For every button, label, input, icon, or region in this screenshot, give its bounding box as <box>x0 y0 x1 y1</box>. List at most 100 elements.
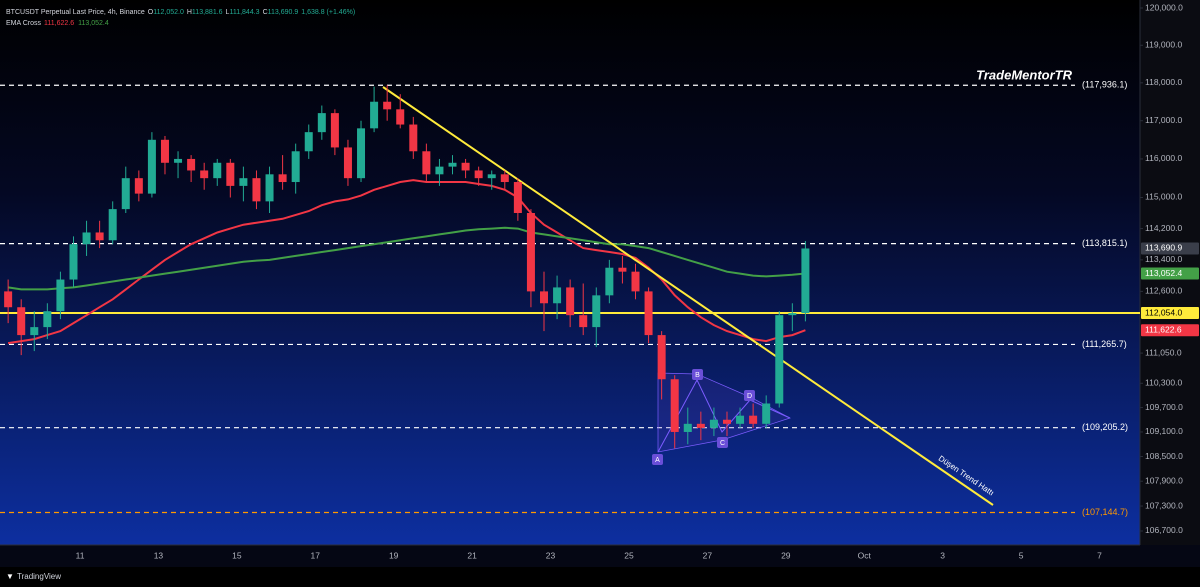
y-tick-label: 117,000.0 <box>1145 115 1182 125</box>
candle-body <box>291 151 300 183</box>
legend-value: 113,690.9 <box>268 9 299 16</box>
candle-body <box>788 313 797 316</box>
y-tick-label: 111,050.0 <box>1145 347 1182 357</box>
footer <box>0 567 1200 587</box>
y-tick-label: 108,500.0 <box>1145 451 1183 461</box>
x-tick-label: 13 <box>154 550 164 560</box>
candle-body <box>657 335 666 380</box>
level-label: (109,205.2) <box>1082 422 1128 432</box>
candle-body <box>160 139 169 163</box>
y-tick-label: 107,900.0 <box>1145 475 1183 485</box>
legend-value: 112,052.0 <box>153 9 184 16</box>
y-tick-label: 115,000.0 <box>1145 192 1182 202</box>
candle-body <box>252 178 261 202</box>
x-tick-label: 3 <box>940 550 945 560</box>
candle-body <box>592 295 601 328</box>
y-tick-label: 107,300.0 <box>1145 500 1183 510</box>
candles <box>4 85 810 449</box>
y-tick-label: 109,100.0 <box>1145 426 1183 436</box>
candle-body <box>696 423 705 428</box>
candle-body <box>213 162 222 179</box>
candle-body <box>108 209 117 241</box>
price-tag <box>1141 267 1199 280</box>
price-tag-label: 111,622.6 <box>1145 324 1182 334</box>
pattern-point: B <box>695 372 700 379</box>
candle-body <box>265 174 274 202</box>
candle-body <box>317 113 326 133</box>
x-tick-label: 27 <box>703 550 713 560</box>
candle-body <box>82 232 91 245</box>
x-tick-label: 23 <box>546 550 556 560</box>
candle-body <box>461 162 470 171</box>
price-tag-label: 113,690.9 <box>1145 243 1182 253</box>
x-tick-label: 29 <box>781 550 791 560</box>
level-label: (107,144.7) <box>1082 507 1128 517</box>
candle-body <box>357 128 366 179</box>
pattern-point-box <box>652 454 663 465</box>
y-tick-label: 120,000.0 <box>1145 2 1183 12</box>
candle-body <box>736 415 745 424</box>
candle-body <box>409 124 418 152</box>
candle-body <box>631 271 640 292</box>
x-tick-label: 21 <box>467 550 477 560</box>
candle-body <box>709 419 718 428</box>
level-label: (111,265.7) <box>1082 339 1127 349</box>
brand: TradingView <box>17 572 61 581</box>
legend-value: 113,881.6 <box>192 9 223 16</box>
candle-body <box>370 101 379 129</box>
candle-body <box>4 291 13 308</box>
axes: 120,000.0 119,000.0 118,000.0 117,000.0 116,… <box>76 2 1199 560</box>
legend-label: O <box>148 9 154 16</box>
candle-body <box>56 279 65 312</box>
candle-body <box>200 170 209 179</box>
candle-body <box>566 287 575 316</box>
legend-label: L <box>226 9 230 16</box>
candle-body <box>396 109 405 125</box>
candle-body <box>174 158 183 163</box>
candle-body <box>448 162 457 167</box>
candle-body <box>540 291 549 304</box>
legend-text: BTCUSDT Perpetual Last Price, 4h, Binanc… <box>6 9 145 16</box>
candle-body <box>801 248 810 314</box>
candle-body <box>30 327 39 336</box>
candle-body <box>762 403 771 424</box>
candle-body <box>605 267 614 296</box>
candle-body <box>644 291 653 336</box>
candle-body <box>343 147 352 179</box>
candle-body <box>749 415 758 424</box>
legend-value: 111,622.6 <box>44 20 74 27</box>
ema-lines <box>7 179 806 345</box>
price-tag-label: 112,054.0 <box>1145 307 1182 317</box>
candle-body <box>304 132 313 152</box>
price-tag-label: 113,052.4 <box>1145 268 1182 278</box>
candle-body <box>121 178 130 210</box>
y-tick-label: 106,700.0 <box>1145 525 1183 535</box>
pattern-point: D <box>747 393 752 400</box>
x-tick-label: 19 <box>389 550 399 560</box>
brand-logo: ▼ <box>6 572 14 581</box>
y-tick-label: 118,000.0 <box>1145 77 1182 87</box>
price-tag <box>1141 242 1199 255</box>
trend-line <box>382 86 994 506</box>
y-tick-label: 112,600.0 <box>1145 286 1182 296</box>
pattern-point-box <box>717 437 728 448</box>
candle-body <box>500 174 509 183</box>
candle-body <box>435 166 444 175</box>
candle-body <box>147 139 156 194</box>
pattern-point-box <box>744 390 755 401</box>
candle-body <box>134 178 143 194</box>
x-tick-label: Oct <box>858 550 872 560</box>
x-tick-label: 7 <box>1097 550 1102 560</box>
pattern-point: A <box>655 457 660 464</box>
y-tick-label: 114,200.0 <box>1145 223 1182 233</box>
candle-body <box>239 178 248 186</box>
candle-body <box>683 423 692 432</box>
y-tick-label: 113,400.0 <box>1145 254 1182 264</box>
candle-body <box>487 174 496 179</box>
x-tick-label: 25 <box>624 550 634 560</box>
candle-body <box>17 307 26 336</box>
x-tick-label: 5 <box>1019 550 1024 560</box>
level-label: (113,815.1) <box>1082 238 1127 248</box>
